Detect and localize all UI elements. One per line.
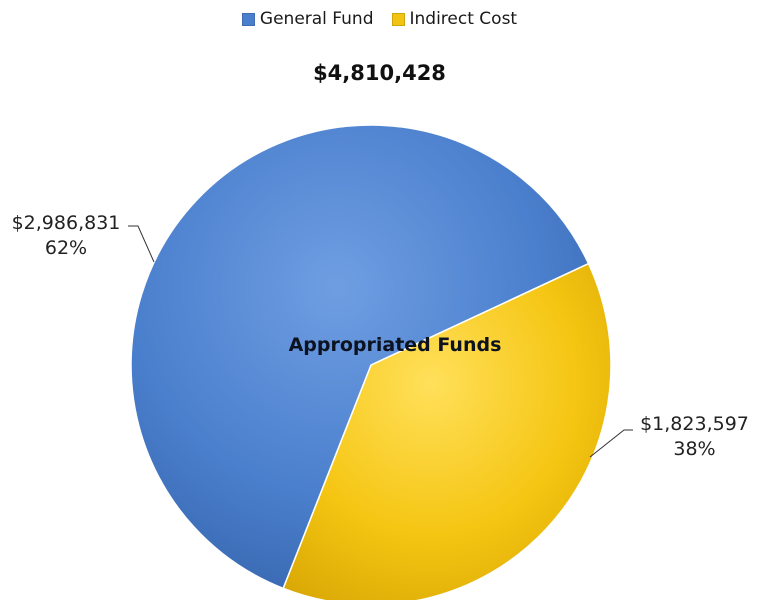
data-label-general-fund: $2,986,831 62% <box>2 211 130 261</box>
legend-label-general-fund: General Fund <box>259 9 374 29</box>
legend-item-indirect-cost: Indirect Cost <box>391 9 518 29</box>
legend-swatch-general-fund <box>241 12 255 26</box>
legend-label-indirect-cost: Indirect Cost <box>409 9 518 29</box>
center-label: Appropriated Funds <box>288 334 502 356</box>
data-label-indirect-cost-percent: 38% <box>673 438 716 460</box>
leader-line-general-fund <box>128 225 155 263</box>
chart-title: $4,810,428 <box>313 61 446 85</box>
data-label-general-fund-value: $2,986,831 <box>11 212 121 234</box>
legend-item-general-fund: General Fund <box>241 9 374 29</box>
data-label-general-fund-percent: 62% <box>44 237 88 259</box>
leader-line-indirect-cost <box>589 429 633 458</box>
pie-slice-general-fund <box>130 124 590 590</box>
chart-legend: General Fund Indirect Cost <box>0 7 759 31</box>
data-label-indirect-cost-value: $1,823,597 <box>640 413 749 435</box>
pie-slice-indirect-cost <box>282 262 612 600</box>
legend-swatch-indirect-cost <box>391 12 405 26</box>
data-label-indirect-cost: $1,823,597 38% <box>632 412 757 462</box>
